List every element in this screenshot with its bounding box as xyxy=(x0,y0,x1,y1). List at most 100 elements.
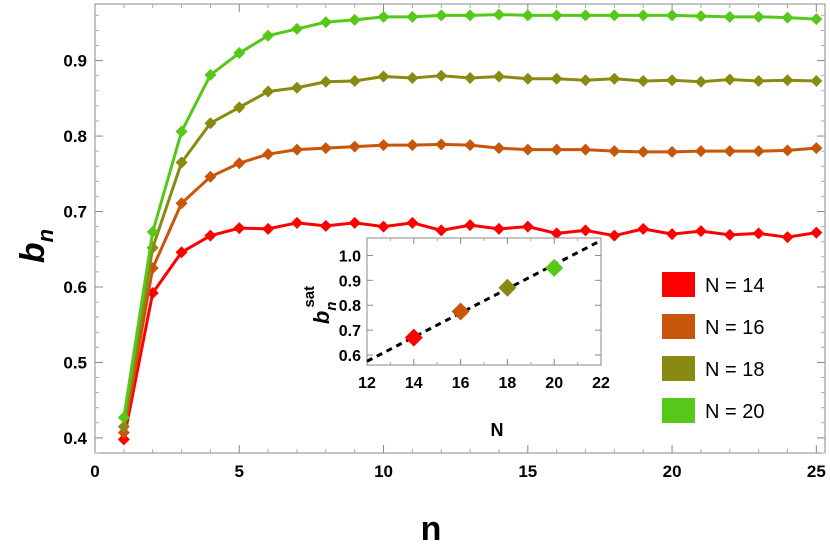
data-point xyxy=(435,224,448,237)
inset-x-tick-label: 22 xyxy=(592,375,610,392)
data-point xyxy=(290,216,303,229)
data-point xyxy=(492,142,505,155)
inset-data-point xyxy=(498,278,517,297)
data-point xyxy=(608,9,621,22)
y-axis-title-subscript: n xyxy=(33,229,58,242)
inset-chart: 12 14 16 18 20 22 0.6 0.7 0.8 0.9 1.0 N bnsat xyxy=(301,237,610,440)
series-4 xyxy=(117,8,823,424)
inset-y-axis-title-subscript: n xyxy=(323,302,340,311)
data-point xyxy=(781,144,794,157)
legend: N = 14 N = 16 N = 18 N = 20 xyxy=(662,272,764,423)
data-point xyxy=(406,139,419,152)
data-point xyxy=(146,225,159,238)
x-tick-label: 25 xyxy=(807,462,826,481)
data-point xyxy=(810,13,823,26)
data-point xyxy=(290,81,303,94)
inset-x-tick-label: 16 xyxy=(452,375,470,392)
data-point xyxy=(521,9,534,22)
inset-x-tick-label: 20 xyxy=(545,375,563,392)
data-point xyxy=(319,142,332,155)
inset-x-tick-label: 12 xyxy=(358,375,376,392)
legend-label: N = 20 xyxy=(705,401,764,423)
series-2 xyxy=(117,138,823,439)
inset-x-tick-label: 18 xyxy=(499,375,517,392)
legend-label: N = 16 xyxy=(705,317,764,339)
data-point xyxy=(781,11,794,24)
inset-data-point xyxy=(451,302,470,321)
data-point xyxy=(492,222,505,235)
main-data-series xyxy=(117,8,823,446)
y-axis-title: bn xyxy=(14,229,58,263)
x-tick-label: 5 xyxy=(235,462,244,481)
data-point xyxy=(694,145,707,158)
data-point xyxy=(406,10,419,23)
data-point xyxy=(579,143,592,156)
data-point xyxy=(608,229,621,242)
x-axis-title: n xyxy=(421,510,442,548)
inset-data-point xyxy=(404,328,423,347)
data-point xyxy=(348,74,361,87)
data-point xyxy=(550,72,563,85)
data-point xyxy=(579,9,592,22)
data-point xyxy=(666,74,679,87)
data-point xyxy=(752,10,765,23)
data-point xyxy=(262,148,275,161)
data-point xyxy=(290,22,303,35)
inset-x-tick-label: 14 xyxy=(405,375,423,392)
data-point xyxy=(377,220,390,233)
data-point xyxy=(435,138,448,151)
data-point xyxy=(175,197,188,210)
legend-item: N = 14 xyxy=(662,272,764,297)
data-point xyxy=(637,9,650,22)
data-point xyxy=(579,74,592,87)
inset-axis-ticks: 12 14 16 18 20 22 0.6 0.7 0.8 0.9 1.0 xyxy=(339,238,610,392)
data-point xyxy=(521,72,534,85)
data-point xyxy=(377,139,390,152)
data-point xyxy=(752,74,765,87)
inset-y-tick-label: 0.7 xyxy=(339,323,361,340)
inset-y-tick-label: 0.8 xyxy=(339,298,361,315)
data-point xyxy=(464,71,477,84)
data-point xyxy=(637,145,650,158)
data-point xyxy=(579,224,592,237)
main-axis-titles: n bn xyxy=(14,229,441,548)
data-point xyxy=(377,10,390,23)
data-point xyxy=(752,145,765,158)
series-1 xyxy=(117,216,823,446)
data-point xyxy=(117,433,130,446)
data-point xyxy=(550,143,563,156)
data-point xyxy=(319,219,332,232)
y-tick-label: 0.9 xyxy=(63,52,87,71)
data-point xyxy=(723,228,736,241)
data-point xyxy=(723,73,736,86)
data-point xyxy=(521,220,534,233)
legend-label: N = 14 xyxy=(705,275,764,297)
legend-swatch xyxy=(662,314,695,339)
inset-y-tick-label: 0.9 xyxy=(339,273,361,290)
main-plot-frame xyxy=(94,3,826,454)
data-point xyxy=(319,16,332,29)
legend-label: N = 18 xyxy=(705,359,764,381)
data-point xyxy=(637,222,650,235)
data-point xyxy=(435,9,448,22)
data-point xyxy=(348,13,361,26)
legend-swatch xyxy=(662,398,695,423)
data-point xyxy=(204,170,217,183)
data-point xyxy=(666,228,679,241)
y-tick-label: 0.6 xyxy=(63,278,87,297)
data-point xyxy=(348,216,361,229)
data-point xyxy=(319,75,332,88)
data-point xyxy=(117,426,130,439)
y-tick-label: 0.4 xyxy=(63,429,87,448)
data-point xyxy=(666,9,679,22)
y-tick-label: 0.7 xyxy=(63,203,87,222)
data-point xyxy=(406,216,419,229)
data-point xyxy=(233,101,246,114)
data-point xyxy=(348,140,361,153)
inset-y-axis-title-main: b xyxy=(309,311,334,324)
main-axis-ticks: 0 5 10 15 20 25 0.4 0.5 0.6 0.7 0.8 0.9 xyxy=(63,4,826,481)
data-point xyxy=(464,139,477,152)
data-point xyxy=(694,10,707,23)
data-point xyxy=(117,420,130,433)
